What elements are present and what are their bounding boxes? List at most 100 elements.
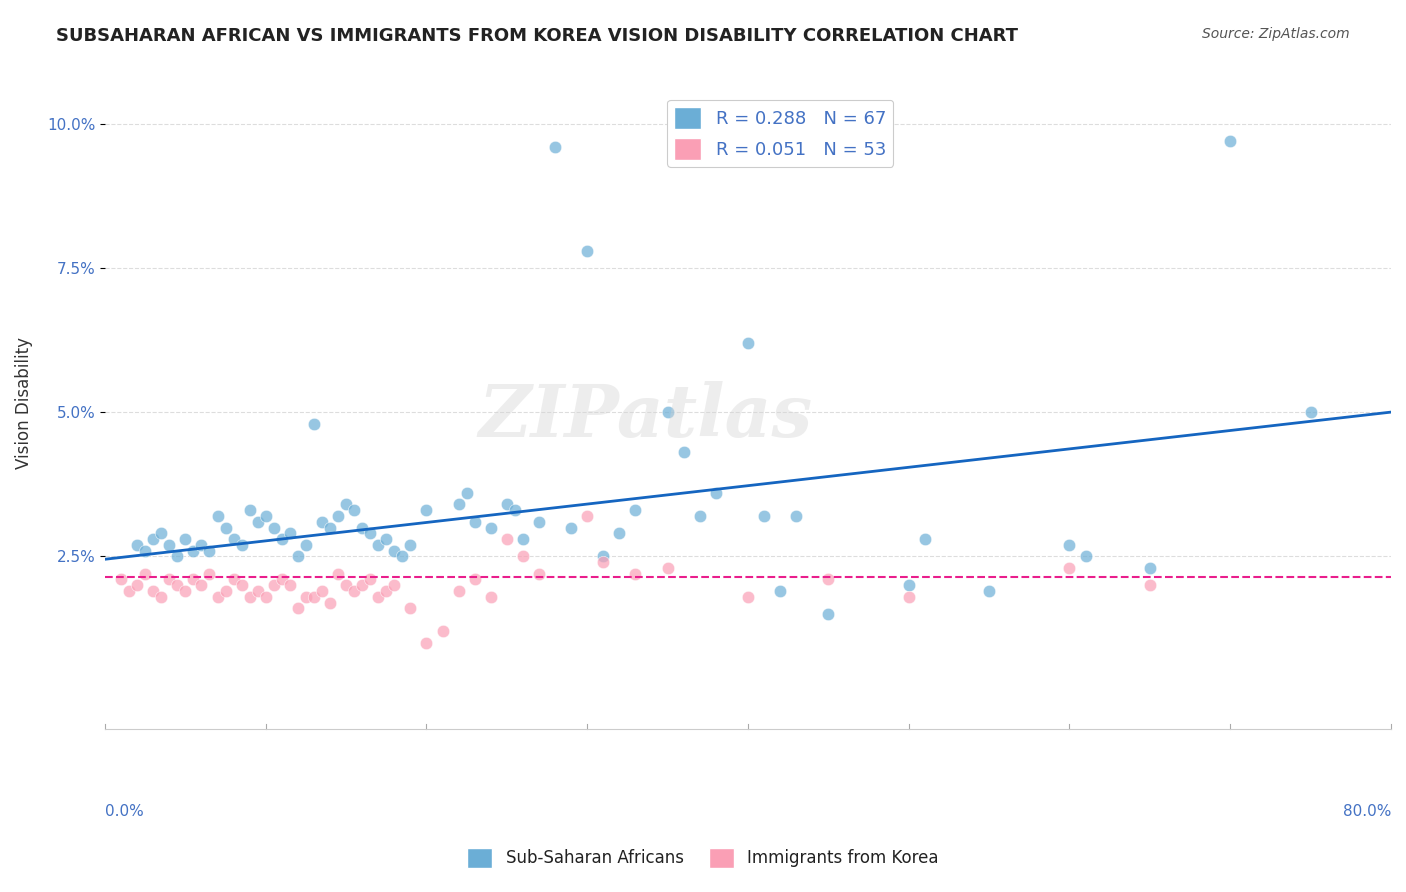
Point	[785, 508, 807, 523]
Point	[246, 515, 269, 529]
Point	[254, 590, 277, 604]
Point	[447, 584, 470, 599]
Point	[183, 543, 205, 558]
Point	[166, 549, 188, 564]
Point	[295, 538, 318, 552]
Point	[326, 566, 349, 581]
Point	[302, 417, 325, 431]
Point	[592, 555, 614, 569]
Point	[399, 601, 422, 615]
Point	[190, 538, 212, 552]
Text: 80.0%: 80.0%	[1343, 805, 1391, 820]
Point	[576, 508, 599, 523]
Point	[278, 578, 301, 592]
Point	[239, 590, 262, 604]
Point	[319, 520, 342, 534]
Point	[352, 578, 374, 592]
Point	[464, 573, 486, 587]
Point	[359, 573, 381, 587]
Point	[769, 584, 792, 599]
Point	[897, 590, 920, 604]
Point	[1074, 549, 1097, 564]
Point	[270, 573, 292, 587]
Point	[110, 573, 132, 587]
Point	[415, 636, 437, 650]
Point	[214, 520, 236, 534]
Point	[1059, 561, 1081, 575]
Point	[214, 584, 236, 599]
Point	[359, 526, 381, 541]
Point	[239, 503, 262, 517]
Point	[118, 584, 141, 599]
Text: SUBSAHARAN AFRICAN VS IMMIGRANTS FROM KOREA VISION DISABILITY CORRELATION CHART: SUBSAHARAN AFRICAN VS IMMIGRANTS FROM KO…	[56, 27, 1018, 45]
Point	[737, 590, 759, 604]
Point	[447, 498, 470, 512]
Point	[311, 515, 333, 529]
Point	[295, 590, 318, 604]
Point	[544, 139, 567, 153]
Point	[157, 538, 180, 552]
Point	[464, 515, 486, 529]
Point	[609, 526, 631, 541]
Point	[512, 549, 534, 564]
Point	[326, 508, 349, 523]
Point	[311, 584, 333, 599]
Point	[624, 566, 647, 581]
Point	[503, 503, 526, 517]
Point	[231, 538, 253, 552]
Legend: Sub-Saharan Africans, Immigrants from Korea: Sub-Saharan Africans, Immigrants from Ko…	[461, 841, 945, 875]
Point	[737, 335, 759, 350]
Point	[1139, 578, 1161, 592]
Point	[560, 520, 582, 534]
Point	[415, 503, 437, 517]
Point	[231, 578, 253, 592]
Point	[134, 543, 156, 558]
Point	[142, 584, 165, 599]
Point	[335, 498, 357, 512]
Point	[150, 590, 173, 604]
Point	[496, 532, 519, 546]
Point	[278, 526, 301, 541]
Point	[166, 578, 188, 592]
Point	[592, 549, 614, 564]
Point	[1219, 134, 1241, 148]
Point	[914, 532, 936, 546]
Point	[456, 486, 478, 500]
Point	[382, 578, 405, 592]
Point	[174, 584, 197, 599]
Point	[222, 573, 245, 587]
Point	[496, 498, 519, 512]
Point	[222, 532, 245, 546]
Point	[270, 532, 292, 546]
Point	[142, 532, 165, 546]
Point	[576, 244, 599, 258]
Point	[1299, 405, 1322, 419]
Point	[977, 584, 1000, 599]
Point	[479, 520, 502, 534]
Point	[198, 566, 221, 581]
Point	[657, 405, 679, 419]
Point	[375, 532, 398, 546]
Point	[367, 590, 389, 604]
Point	[263, 578, 285, 592]
Point	[150, 526, 173, 541]
Point	[174, 532, 197, 546]
Point	[689, 508, 711, 523]
Point	[375, 584, 398, 599]
Point	[343, 584, 366, 599]
Point	[352, 520, 374, 534]
Point	[263, 520, 285, 534]
Point	[302, 590, 325, 604]
Point	[432, 624, 454, 639]
Point	[752, 508, 775, 523]
Point	[319, 595, 342, 609]
Text: 0.0%: 0.0%	[105, 805, 143, 820]
Point	[817, 573, 839, 587]
Point	[127, 538, 149, 552]
Point	[198, 543, 221, 558]
Point	[287, 601, 309, 615]
Point	[246, 584, 269, 599]
Point	[399, 538, 422, 552]
Point	[134, 566, 156, 581]
Legend: R = 0.288   N = 67, R = 0.051   N = 53: R = 0.288 N = 67, R = 0.051 N = 53	[666, 100, 893, 167]
